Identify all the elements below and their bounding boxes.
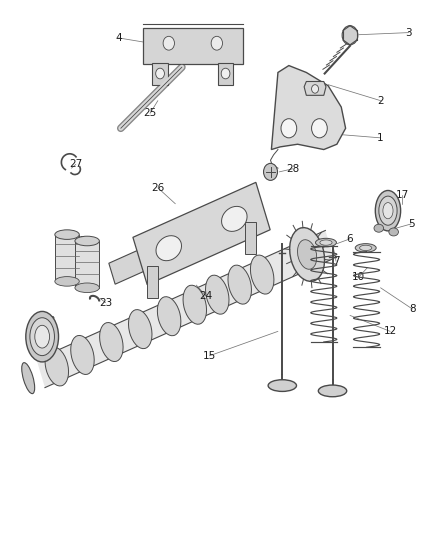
- Ellipse shape: [315, 238, 336, 247]
- Ellipse shape: [290, 228, 325, 281]
- Text: 1: 1: [377, 133, 384, 143]
- Ellipse shape: [35, 325, 49, 348]
- Text: 26: 26: [151, 183, 165, 193]
- Ellipse shape: [379, 196, 397, 225]
- Circle shape: [281, 119, 297, 138]
- Polygon shape: [109, 234, 181, 284]
- Ellipse shape: [297, 240, 317, 269]
- Ellipse shape: [374, 224, 384, 232]
- Ellipse shape: [228, 265, 251, 304]
- Ellipse shape: [320, 240, 332, 245]
- Text: 22: 22: [74, 236, 87, 246]
- Ellipse shape: [55, 277, 79, 286]
- Ellipse shape: [251, 255, 274, 294]
- Ellipse shape: [99, 322, 123, 361]
- Circle shape: [264, 164, 278, 180]
- Text: 6: 6: [346, 234, 353, 244]
- Ellipse shape: [183, 285, 207, 324]
- Ellipse shape: [360, 245, 372, 251]
- Circle shape: [311, 119, 327, 138]
- Bar: [55, 235, 79, 281]
- Polygon shape: [245, 222, 256, 254]
- Text: 15: 15: [203, 351, 216, 361]
- Ellipse shape: [389, 228, 399, 236]
- Ellipse shape: [156, 236, 181, 261]
- Ellipse shape: [55, 230, 79, 239]
- Ellipse shape: [30, 318, 54, 356]
- Bar: [218, 63, 233, 85]
- Text: 18: 18: [43, 316, 56, 326]
- Ellipse shape: [75, 236, 99, 246]
- Bar: [75, 241, 99, 288]
- Ellipse shape: [26, 311, 59, 362]
- Ellipse shape: [157, 297, 181, 336]
- Ellipse shape: [318, 385, 347, 397]
- Polygon shape: [147, 266, 158, 298]
- Ellipse shape: [268, 379, 297, 391]
- Ellipse shape: [22, 362, 35, 394]
- Ellipse shape: [205, 275, 229, 314]
- Ellipse shape: [355, 244, 376, 252]
- Circle shape: [221, 68, 230, 79]
- Circle shape: [163, 36, 174, 50]
- Text: 27: 27: [69, 159, 82, 169]
- Text: 28: 28: [286, 164, 300, 174]
- Text: 17: 17: [396, 190, 409, 200]
- Polygon shape: [133, 182, 270, 285]
- Ellipse shape: [375, 190, 401, 231]
- Polygon shape: [272, 66, 346, 150]
- Text: 12: 12: [384, 326, 397, 336]
- Text: 4: 4: [115, 33, 122, 43]
- Bar: [143, 28, 243, 64]
- Ellipse shape: [75, 283, 99, 293]
- Ellipse shape: [128, 310, 152, 349]
- Ellipse shape: [383, 203, 393, 219]
- Text: 23: 23: [99, 297, 112, 308]
- Text: 8: 8: [409, 304, 416, 314]
- Text: 3: 3: [406, 28, 412, 38]
- Circle shape: [342, 26, 358, 45]
- Text: 5: 5: [408, 219, 414, 229]
- Polygon shape: [304, 82, 326, 95]
- Circle shape: [211, 36, 223, 50]
- Text: 7: 7: [333, 256, 339, 266]
- Ellipse shape: [45, 347, 68, 386]
- Ellipse shape: [71, 335, 94, 375]
- Circle shape: [311, 85, 318, 93]
- Circle shape: [155, 68, 164, 79]
- Text: 2: 2: [377, 95, 384, 106]
- Text: 10: 10: [352, 272, 365, 282]
- Polygon shape: [36, 230, 334, 387]
- Ellipse shape: [222, 206, 247, 231]
- Text: 24: 24: [199, 290, 212, 301]
- Text: 25: 25: [143, 108, 157, 118]
- Bar: [152, 63, 168, 85]
